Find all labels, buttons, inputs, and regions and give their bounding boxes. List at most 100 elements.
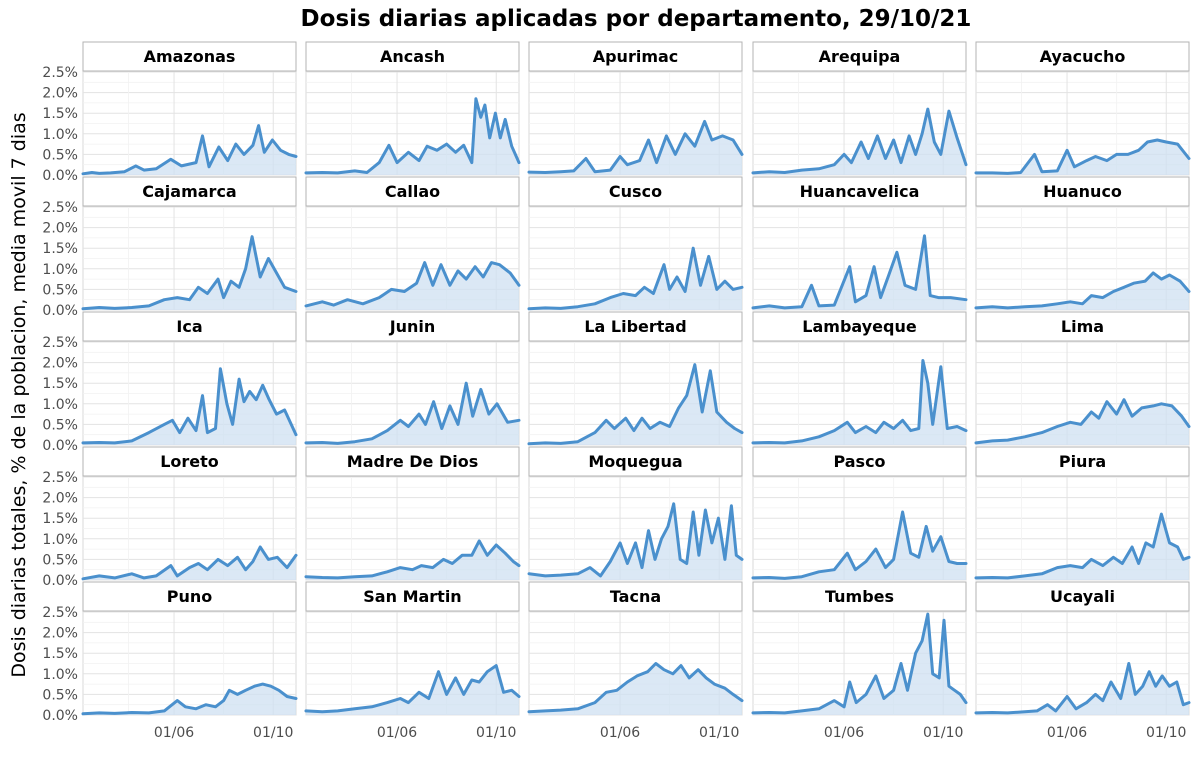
series-area	[83, 547, 296, 580]
series-line	[974, 271, 1191, 310]
series-line	[304, 381, 521, 445]
facet-strip-label: Apurimac	[593, 47, 679, 66]
y-tick-label: 0.0%	[42, 168, 78, 184]
facet-strip-label: Ucayali	[1050, 587, 1115, 606]
facet-strip	[975, 176, 1190, 207]
facet-strip	[975, 446, 1190, 477]
facet-strip-label: La Libertad	[584, 317, 686, 336]
y-tick-label: 2.5%	[42, 200, 78, 216]
facet-strip-label: Cusco	[609, 182, 662, 201]
series-area	[529, 503, 742, 580]
series-area	[306, 665, 519, 715]
x-tick-label: 01/06	[154, 725, 194, 741]
y-tick-label: 1.0%	[42, 667, 78, 683]
x-tick-label: 01/10	[923, 725, 963, 741]
x-tick-label: 01/10	[699, 725, 739, 741]
y-tick-label: 1.5%	[42, 376, 78, 392]
facet-strip	[305, 176, 520, 207]
y-tick-label: 1.5%	[42, 106, 78, 122]
facet-strip	[528, 311, 743, 342]
facet-strip	[528, 41, 743, 72]
facet-strip-label: Arequipa	[819, 47, 901, 66]
y-tick-label: 0.5%	[42, 282, 78, 298]
y-tick-label: 1.5%	[42, 646, 78, 662]
series-line	[751, 234, 968, 310]
y-tick-label: 2.5%	[42, 335, 78, 351]
facet-strip-label: Tumbes	[825, 587, 894, 606]
facet-strip	[752, 311, 967, 342]
facet-strip	[528, 581, 743, 612]
chart-title: Dosis diarias aplicadas por departamento…	[301, 6, 972, 32]
y-tick-label: 1.0%	[42, 262, 78, 278]
y-tick-label: 0.5%	[42, 552, 78, 568]
facet-strip-label: Pasco	[833, 452, 885, 471]
series-line	[304, 97, 521, 175]
facet-panel: Amazonas 0.0% 0.5% 1.0% 1.5% 2.0% 2.5%	[42, 41, 298, 184]
y-tick-label: 2.5%	[42, 65, 78, 81]
facet-panel: Pasco	[751, 446, 968, 581]
facet-strip-label: Madre De Dios	[347, 452, 478, 471]
series-line	[527, 502, 744, 578]
series-area	[306, 383, 519, 445]
facet-panel: Ayacucho	[974, 41, 1191, 176]
series-line	[974, 138, 1191, 175]
facet-strip	[528, 446, 743, 477]
facet-strip-label: Moquegua	[588, 452, 682, 471]
facet-panel: Apurimac	[527, 41, 744, 176]
facet-strip-label: Puno	[167, 587, 213, 606]
facet-panel: Lambayeque	[751, 311, 968, 446]
facet-strip	[305, 446, 520, 477]
series-line	[81, 235, 298, 311]
facet-strip-label: Lambayeque	[802, 317, 917, 336]
y-tick-label: 2.0%	[42, 356, 78, 372]
facet-strip	[752, 446, 967, 477]
series-line	[974, 512, 1191, 580]
facet-strip	[82, 41, 297, 72]
series-line	[751, 359, 968, 445]
facet-panel: Lima	[974, 311, 1191, 446]
series-line	[974, 662, 1191, 715]
series-line	[527, 363, 744, 446]
facet-strip	[975, 581, 1190, 612]
series-line	[751, 107, 968, 175]
series-area	[753, 614, 966, 715]
facet-strip-label: Ayacucho	[1040, 47, 1126, 66]
facet-strip	[305, 311, 520, 342]
facet-panel: Callao	[304, 176, 521, 311]
series-area	[976, 514, 1189, 580]
facet-strip	[752, 581, 967, 612]
series-area	[529, 248, 742, 310]
series-area	[976, 272, 1189, 310]
y-tick-label: 1.0%	[42, 532, 78, 548]
series-area	[976, 399, 1189, 445]
facet-strip-label: Loreto	[160, 452, 219, 471]
facet-panel: Arequipa	[751, 41, 968, 176]
series-line	[751, 510, 968, 580]
series-area	[529, 663, 742, 715]
series-line	[81, 682, 298, 716]
series-line	[527, 246, 744, 311]
series-area	[83, 236, 296, 310]
y-tick-label: 0.0%	[42, 708, 78, 724]
facet-panel: Madre De Dios	[304, 446, 521, 581]
y-tick-label: 0.0%	[42, 438, 78, 454]
facet-strip	[752, 41, 967, 72]
y-tick-label: 0.5%	[42, 687, 78, 703]
facet-strip	[82, 176, 297, 207]
series-area	[529, 364, 742, 445]
y-tick-label: 2.0%	[42, 491, 78, 507]
facet-panel: Tacna 01/06 01/10	[527, 581, 744, 741]
facet-strip-label: Tacna	[610, 587, 661, 606]
facet-panel: Junin	[304, 311, 521, 446]
series-line	[304, 261, 521, 308]
x-tick-label: 01/06	[1047, 725, 1087, 741]
facet-strip	[82, 311, 297, 342]
y-tick-label: 1.5%	[42, 241, 78, 257]
facet-strip	[975, 311, 1190, 342]
facet-strip	[305, 41, 520, 72]
x-tick-label: 01/06	[824, 725, 864, 741]
y-tick-label: 2.5%	[42, 605, 78, 621]
facet-panel: Huancavelica	[751, 176, 968, 311]
facet-strip-label: Callao	[385, 182, 440, 201]
